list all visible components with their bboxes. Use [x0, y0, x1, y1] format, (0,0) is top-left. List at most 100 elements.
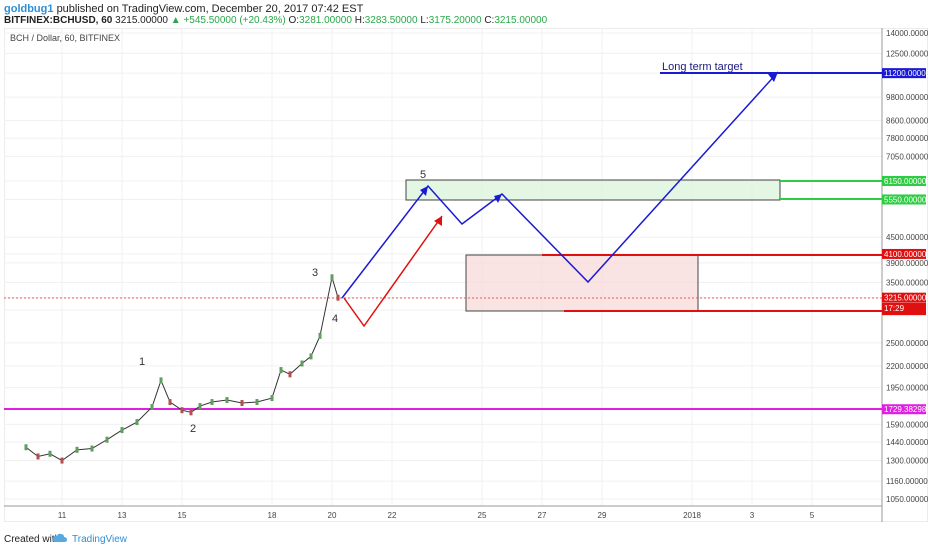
price-badge [882, 68, 926, 79]
price-candle [309, 353, 313, 360]
price-badge-label: 1729.38298 [884, 405, 927, 414]
price-tick-label: 1590.00000 [886, 420, 928, 429]
price-tick-label: 7050.00000 [886, 152, 928, 161]
price-tick-label: 1440.00000 [886, 438, 928, 447]
time-tick-label: 11 [58, 511, 67, 520]
time-tick-label: 2018 [683, 511, 701, 520]
time-tick-label: 22 [388, 511, 397, 520]
open-value: 3281.00000 [299, 15, 352, 26]
price-tick-label: 3900.00000 [886, 259, 928, 268]
time-tick-label: 3 [750, 511, 755, 520]
price-badge [882, 194, 926, 205]
wave-label-4: 4 [332, 313, 338, 325]
price-candle [225, 397, 229, 404]
price-tick-label: 1950.00000 [886, 384, 928, 393]
price-tick-label: 1300.00000 [886, 457, 928, 466]
price-candle [60, 457, 64, 464]
price-candle [159, 377, 163, 384]
price-candle [198, 403, 202, 410]
publication-line: goldbug1 published on TradingView.com, D… [4, 3, 363, 15]
high-label: H: [354, 15, 365, 26]
time-tick-label: 5 [810, 511, 815, 520]
price-candle [120, 427, 124, 434]
price-candle [105, 436, 109, 443]
price-badge-label: 3215.00000 [884, 294, 927, 303]
price-axis: 14000.00000 12500.00000 9800.00000 8600.000… [886, 29, 932, 504]
chart-area[interactable]: BCH / Dollar, 60, BITFINEX 1 2 3 4 5 Lon… [3, 27, 932, 523]
time-tick-label: 18 [268, 511, 277, 520]
blue-projection-path[interactable] [341, 71, 779, 299]
price-tick-label: 1050.00000 [886, 495, 928, 504]
time-tick-label: 27 [538, 511, 547, 520]
price-candle [189, 409, 193, 416]
price-candle [240, 400, 244, 407]
blue-arrowhead-icon [420, 186, 428, 196]
close-label: C: [484, 15, 495, 26]
long-term-target-label: Long term target [662, 61, 743, 73]
price-candle [135, 419, 139, 426]
symbol-info-line: BITFINEX:BCHUSD, 60 3215.00000 ▲ +545.50… [4, 15, 547, 26]
price-candle [24, 444, 28, 451]
price-badge-label: 4100.00000 [884, 250, 927, 259]
price-badge [882, 248, 926, 259]
price-candle [48, 450, 52, 457]
target-zone-green[interactable] [405, 179, 781, 201]
author-link[interactable]: goldbug1 [4, 3, 54, 15]
price-candle [180, 407, 184, 414]
price-chart[interactable]: BCH / Dollar, 60, BITFINEX 1 2 3 4 5 Lon… [3, 27, 932, 523]
last-price: 3215.00000 [115, 15, 168, 26]
countdown-badge [882, 303, 926, 313]
open-label: O: [288, 15, 300, 26]
price-candle [300, 360, 304, 367]
price-change: ▲ +545.50000 (+20.43%) [170, 15, 286, 26]
footer: Created with TradingView [0, 528, 932, 550]
price-badge-label: 11200.00000 [884, 69, 928, 78]
time-tick-label: 15 [178, 511, 187, 520]
support-zone-red[interactable] [465, 254, 699, 312]
red-projection-path[interactable] [343, 215, 443, 328]
low-label: L: [420, 15, 429, 26]
price-tick-label: 2500.00000 [886, 339, 928, 348]
created-with-text: Created with [4, 534, 61, 545]
price-candle [330, 274, 334, 281]
publication-header: goldbug1 published on TradingView.com, D… [0, 0, 932, 26]
symbol-name: BITFINEX:BCHUSD, 60 [4, 15, 113, 26]
tradingview-cloud-icon [52, 533, 67, 542]
price-candle [279, 367, 283, 374]
price-candle [90, 445, 94, 452]
price-candle [75, 446, 79, 453]
price-candle [168, 399, 172, 406]
wave-label-2: 2 [190, 423, 196, 435]
time-tick-label: 25 [478, 511, 487, 520]
price-badge [882, 404, 926, 415]
tradingview-link[interactable]: TradingView [72, 534, 128, 545]
price-tick-label: 2200.00000 [886, 362, 928, 371]
price-badge-label: 5550.00000 [884, 195, 927, 204]
price-tick-label: 9800.00000 [886, 93, 928, 102]
time-tick-label: 29 [598, 511, 607, 520]
wave-label-5: 5 [420, 169, 426, 181]
price-candle [288, 371, 292, 378]
price-candle [318, 332, 322, 339]
published-info: published on TradingView.com, December 2… [56, 3, 364, 15]
price-tick-label: 12500.00000 [886, 49, 928, 58]
wave-label-3: 3 [312, 267, 318, 279]
blue-arrowhead-icon [768, 72, 778, 82]
price-badge [882, 175, 926, 186]
price-candle [150, 404, 154, 411]
red-arrowhead-icon [434, 216, 442, 226]
time-axis: 11 13 15 18 20 22 25 27 29 2018 3 5 [58, 511, 815, 520]
low-value: 3175.20000 [428, 15, 482, 26]
price-candle [336, 294, 340, 301]
wave-label-1: 1 [139, 356, 145, 368]
time-tick-label: 20 [328, 511, 337, 520]
price-badge [882, 292, 926, 303]
high-value: 3283.50000 [364, 15, 418, 26]
price-tick-label: 3500.00000 [886, 278, 928, 287]
price-candle [255, 399, 259, 406]
price-candle [210, 399, 214, 406]
price-candle [270, 395, 274, 402]
price-tick-label: 14000.00000 [886, 29, 928, 38]
price-tick-label: 8600.00000 [886, 117, 928, 126]
close-value: 3215.00000 [494, 15, 548, 26]
